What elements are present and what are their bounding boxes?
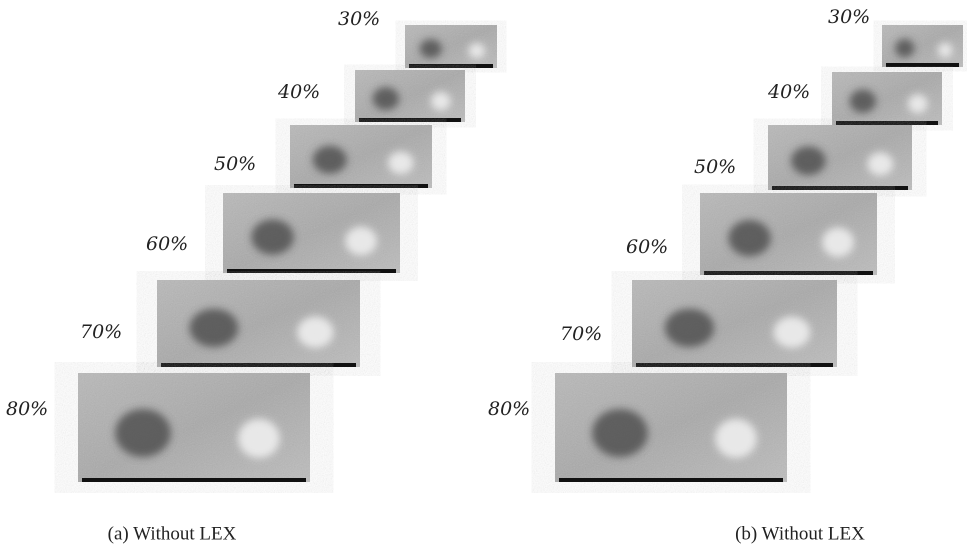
bright-spot <box>431 92 451 111</box>
percent-label: 70% <box>80 321 122 343</box>
flow-image <box>768 125 912 190</box>
surface-bar <box>409 64 493 68</box>
percent-label: 50% <box>694 156 736 178</box>
surface-bar <box>559 478 783 482</box>
flow-image <box>290 125 432 188</box>
flow-image <box>405 25 497 68</box>
percent-label: 30% <box>828 6 870 28</box>
flow-image <box>832 72 942 125</box>
vortex <box>791 146 826 175</box>
caption: (b) Without LEX <box>735 523 865 544</box>
flow-image <box>223 193 400 273</box>
flow-image <box>78 373 310 482</box>
surface-bar <box>294 184 428 188</box>
bright-spot <box>468 43 485 58</box>
flow-image <box>355 70 465 122</box>
figure: (a) Without LEX 30% 40% 50% 60% 70% 80% (b) Wit… <box>0 0 967 549</box>
percent-label: 40% <box>767 81 810 103</box>
bright-spot <box>822 227 854 257</box>
flow-image <box>882 25 963 67</box>
caption: (a) Without LEX <box>108 523 237 544</box>
vortex <box>251 219 293 254</box>
surface-bar <box>836 121 938 125</box>
percent-label: 80% <box>488 398 530 420</box>
percent-label: 70% <box>560 323 602 345</box>
vortex <box>665 309 714 347</box>
bright-spot <box>938 43 953 58</box>
vortex <box>728 220 770 256</box>
percent-label: 40% <box>277 81 320 103</box>
surface-bar <box>359 118 461 122</box>
vortex <box>373 87 399 110</box>
flow-image <box>700 193 877 275</box>
bright-spot <box>715 419 757 458</box>
surface-bar <box>704 271 873 275</box>
vortex <box>189 309 238 347</box>
percent-label: 80% <box>6 398 48 420</box>
bright-spot <box>908 94 928 113</box>
surface-bar <box>227 269 396 273</box>
flow-image <box>555 373 787 482</box>
vortex <box>850 89 876 112</box>
bright-spot <box>388 151 414 174</box>
bright-spot <box>773 317 810 348</box>
percent-label: 60% <box>626 236 668 258</box>
flow-image <box>157 280 360 367</box>
vortex <box>592 409 648 457</box>
flow-image <box>632 280 837 367</box>
vortex <box>115 409 171 457</box>
surface-bar <box>636 363 833 367</box>
vortex <box>895 39 914 57</box>
surface-bar <box>772 186 908 190</box>
bright-spot <box>297 317 334 348</box>
vortex <box>313 146 347 174</box>
surface-bar <box>82 478 306 482</box>
percent-label: 30% <box>338 8 380 30</box>
percent-label: 50% <box>214 153 256 175</box>
surface-bar <box>161 363 356 367</box>
bright-spot <box>345 227 377 256</box>
bright-spot <box>238 419 280 458</box>
vortex <box>420 39 442 58</box>
percent-label: 60% <box>146 233 188 255</box>
bright-spot <box>867 152 893 175</box>
surface-bar <box>886 63 959 67</box>
